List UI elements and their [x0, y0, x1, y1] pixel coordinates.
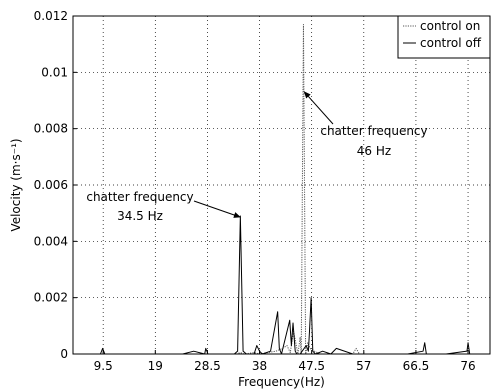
- x-tick-label: 66.5: [403, 359, 430, 373]
- legend-label-control-on: control on: [420, 19, 480, 33]
- legend: control on control off: [397, 15, 491, 59]
- annotation-34-5hz-line2: 34.5 Hz: [117, 209, 163, 223]
- x-tick-label: 47.5: [298, 359, 325, 373]
- legend-box: [397, 15, 491, 59]
- y-tick-label: 0.002: [34, 291, 68, 305]
- series-control-off-line: [73, 215, 490, 355]
- axis-ticks: 9.5 19 28.5 38 47.5 57 66.5 76 0 0.002 0.004 0.006 0…: [34, 9, 476, 373]
- x-tick-label: 28.5: [194, 359, 221, 373]
- grid: [73, 15, 490, 354]
- annotations: chatter frequency 46 Hz chatter frequenc…: [86, 91, 428, 223]
- y-tick-label: 0.008: [34, 122, 68, 136]
- annotation-46hz-line1: chatter frequency: [320, 124, 427, 138]
- annotation-46hz-line2: 46 Hz: [357, 144, 391, 158]
- annotation-34-5hz-arrow: [193, 200, 241, 218]
- y-tick-label: 0: [60, 347, 68, 361]
- legend-label-control-off: control off: [420, 36, 482, 50]
- x-tick-label: 19: [148, 359, 163, 373]
- y-tick-label: 0.01: [41, 65, 68, 79]
- x-axis-label: Frequency(Hz): [238, 375, 325, 389]
- x-tick-label: 38: [252, 359, 267, 373]
- x-tick-label: 76: [460, 359, 475, 373]
- y-axis-label: Velocity (m·s⁻¹): [9, 138, 23, 231]
- x-tick-label: 57: [356, 359, 371, 373]
- x-tick-label: 9.5: [94, 359, 113, 373]
- annotation-34-5hz-line1: chatter frequency: [86, 190, 193, 204]
- y-tick-label: 0.006: [34, 178, 68, 192]
- y-tick-label: 0.004: [34, 234, 68, 248]
- y-tick-label: 0.012: [34, 9, 68, 23]
- annotation-46hz-arrow: [303, 91, 334, 125]
